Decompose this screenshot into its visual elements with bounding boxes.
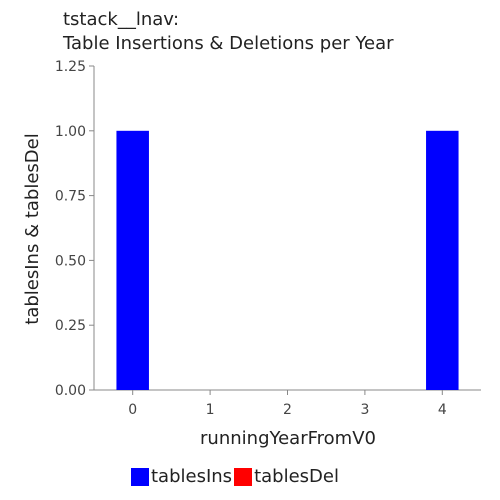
x-tick-label: 1 xyxy=(206,402,215,418)
x-tick-label: 0 xyxy=(128,402,137,418)
y-axis: 0.00 0.25 0.50 0.75 1.00 1.25 xyxy=(55,59,95,399)
legend-item-tablesdel: tablesDel xyxy=(234,466,339,487)
y-tick-label: 0.25 xyxy=(55,318,86,334)
y-tick-label: 1.25 xyxy=(55,59,86,75)
bar-tablesins-4 xyxy=(426,130,459,391)
legend-label-tablesins: tablesIns xyxy=(151,466,233,487)
chart-title: tstack__lnav: xyxy=(63,9,180,30)
x-axis: 0 1 2 3 4 xyxy=(94,389,481,418)
x-tick-label: 2 xyxy=(283,402,292,418)
bar-tablesins-0 xyxy=(116,130,149,391)
y-tick-label: 0.00 xyxy=(55,383,86,399)
chart-subtitle: Table Insertions & Deletions per Year xyxy=(63,33,394,54)
y-tick-label: 0.50 xyxy=(55,253,86,269)
legend-label-tablesdel: tablesDel xyxy=(254,466,339,487)
legend-swatch-tablesins xyxy=(131,467,149,486)
legend-item-tablesins: tablesIns xyxy=(131,466,232,487)
x-tick-label: 3 xyxy=(360,402,369,418)
legend-swatch-tablesdel xyxy=(234,467,253,486)
x-axis-title: runningYearFromV0 xyxy=(200,428,376,449)
legend: tablesIns tablesDel xyxy=(131,466,341,487)
x-tick-label: 4 xyxy=(438,402,447,418)
y-tick-label: 0.75 xyxy=(55,189,86,205)
bar-series xyxy=(116,130,459,391)
y-axis-title: tablesIns & tablesDel xyxy=(22,133,43,324)
y-tick-label: 1.00 xyxy=(55,124,86,140)
